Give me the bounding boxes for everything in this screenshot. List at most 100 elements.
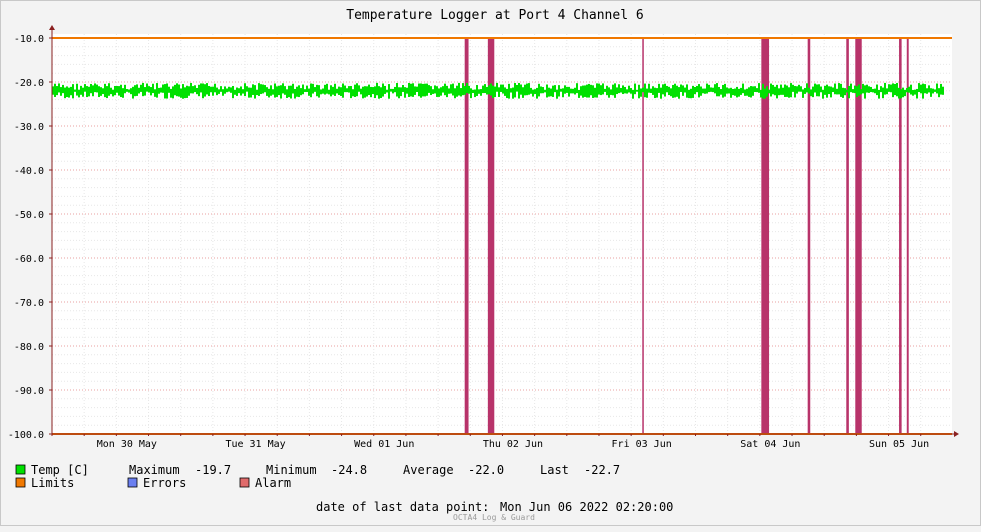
- temp-sample: [660, 87, 662, 99]
- temp-sample: [558, 85, 560, 97]
- temp-sample: [160, 87, 162, 93]
- temp-sample: [616, 87, 618, 95]
- temp-sample: [542, 87, 544, 94]
- temp-sample: [826, 84, 828, 98]
- temp-sample: [404, 87, 406, 98]
- temp-sample: [846, 89, 848, 93]
- temp-sample: [718, 87, 720, 97]
- temp-sample: [352, 89, 354, 97]
- x-tick-labels: Mon 30 May Tue 31 May Wed 01 Jun Thu 02 Jun…: [97, 439, 929, 450]
- temp-sample: [664, 83, 666, 97]
- alarm-bar: [807, 38, 811, 434]
- temp-sample: [88, 86, 90, 97]
- temp-sample: [776, 84, 778, 99]
- temp-sample: [924, 84, 926, 94]
- stat-max-value: -19.7: [195, 463, 231, 477]
- temp-sample: [794, 86, 796, 98]
- temp-sample: [590, 84, 592, 96]
- temp-sample: [922, 83, 924, 99]
- temp-sample: [288, 85, 290, 98]
- last-data-point-label: date of last data point:: [316, 500, 489, 514]
- temp-sample: [848, 85, 850, 99]
- stat-min-label: Minimum: [266, 463, 317, 477]
- temp-sample: [534, 89, 536, 94]
- temp-sample: [148, 86, 150, 93]
- temp-sample: [380, 87, 382, 99]
- temp-sample: [62, 84, 64, 94]
- temp-sample: [328, 89, 330, 95]
- temp-sample: [196, 87, 198, 95]
- temp-sample: [118, 86, 120, 96]
- temp-sample: [748, 87, 750, 97]
- x-tick-label: Tue 31 May: [225, 439, 285, 450]
- temp-sample: [896, 82, 898, 97]
- temp-sample: [692, 85, 694, 98]
- temp-sample: [336, 88, 338, 94]
- temp-sample: [300, 88, 302, 96]
- temp-sample: [282, 83, 284, 94]
- temp-sample: [442, 86, 444, 93]
- temp-sample: [454, 88, 456, 99]
- temp-sample: [904, 89, 906, 97]
- temp-sample: [802, 89, 804, 98]
- temp-sample: [200, 83, 202, 93]
- temp-sample: [932, 88, 934, 94]
- temp-sample: [416, 86, 418, 92]
- temp-sample: [668, 86, 670, 96]
- temp-sample: [856, 86, 858, 98]
- temp-sample: [396, 83, 398, 97]
- temp-sample: [872, 88, 874, 93]
- temp-sample: [74, 89, 76, 92]
- temp-sample: [602, 83, 604, 95]
- temp-sample: [890, 84, 892, 93]
- temp-sample: [508, 83, 510, 99]
- temp-sample: [324, 84, 326, 95]
- temp-sample: [536, 87, 538, 99]
- temp-sample: [244, 83, 246, 97]
- temp-sample: [364, 86, 366, 98]
- temp-sample: [330, 85, 332, 97]
- temp-sample: [348, 86, 350, 93]
- x-tick-label: Wed 01 Jun: [354, 439, 414, 450]
- temp-sample: [608, 87, 610, 98]
- temp-sample: [648, 83, 650, 93]
- temp-sample: [844, 88, 846, 96]
- temp-sample: [614, 83, 616, 98]
- temp-sample: [150, 87, 152, 96]
- temp-sample: [290, 85, 292, 99]
- temp-sample: [366, 86, 368, 97]
- y-tick-label: -10.0: [14, 34, 44, 45]
- temp-sample: [406, 87, 408, 94]
- temp-sample: [128, 89, 130, 93]
- temp-sample: [212, 86, 214, 96]
- temp-sample: [154, 89, 156, 97]
- temp-sample: [726, 87, 728, 94]
- temp-sample: [322, 88, 324, 94]
- temp-sample: [686, 84, 688, 98]
- temp-sample: [830, 86, 832, 98]
- temp-sample: [146, 83, 148, 92]
- temp-sample: [256, 89, 258, 96]
- temp-sample: [392, 88, 394, 94]
- last-data-point-value: Mon Jun 06 2022 02:20:00: [500, 500, 673, 514]
- temp-sample: [900, 89, 902, 99]
- temp-sample: [806, 83, 808, 93]
- temp-sample: [714, 84, 716, 94]
- temp-sample: [102, 88, 104, 95]
- legend-swatch-temp: [15, 464, 26, 475]
- temp-sample: [304, 89, 306, 92]
- temp-sample: [538, 83, 540, 97]
- temp-sample: [892, 83, 894, 98]
- temp-sample: [376, 82, 378, 96]
- temp-sample: [66, 86, 68, 98]
- temp-sample: [176, 83, 178, 97]
- temp-sample: [766, 86, 768, 97]
- y-tick-label: -50.0: [14, 210, 44, 221]
- temp-sample: [232, 86, 234, 99]
- temp-sample: [238, 88, 240, 94]
- temp-sample: [434, 85, 436, 94]
- temp-sample: [580, 86, 582, 96]
- x-tick-label: Sat 04 Jun: [740, 439, 800, 450]
- temp-sample: [582, 85, 584, 98]
- temp-sample: [778, 88, 780, 96]
